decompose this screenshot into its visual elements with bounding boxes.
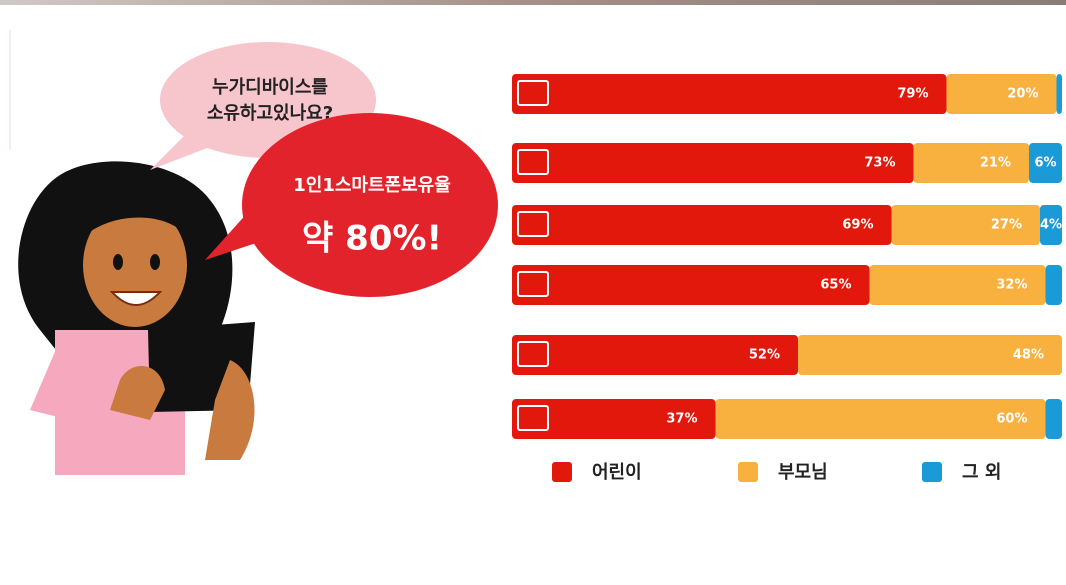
bar-segment [947,74,1057,114]
annotation: 약 80%! [302,219,442,259]
bar-segment [512,265,870,305]
page: {"chart_data": { "type": "stacked-bar", … [0,0,1066,585]
bar-segment [914,143,1030,183]
value-label: 32% [996,278,1027,293]
value-label: 27% [991,218,1022,233]
annotation: 소유하고있나요? [207,103,333,124]
legend-label: 그 외 [962,462,1001,483]
value-label: 21% [980,156,1011,171]
value-label: 79% [897,87,928,102]
value-label: 48% [1013,348,1044,363]
bar-segment [1046,399,1063,439]
bar-segment [512,143,914,183]
chart: 누가디바이스를 소유하고있나요? 1인1스마트폰보유율 약 80%! 79% 20… [0,0,1066,585]
illustration [18,161,255,475]
value-label: 65% [820,278,851,293]
legend-label: 부모님 [778,462,828,483]
legend-swatch [922,462,942,482]
bar-segment [512,205,892,245]
annotation: 누가디바이스를 [212,77,328,98]
bar-segment [1046,265,1063,305]
value-label: 37% [666,412,697,427]
value-label: 60% [996,412,1027,427]
legend-label: 어린이 [592,462,642,483]
annotation: 1인1스마트폰보유율 [293,175,451,196]
value-label: 73% [864,156,895,171]
legend-swatch [738,462,758,482]
value-label: 69% [842,218,873,233]
value-label: 6% [1034,156,1056,171]
legend-swatch [552,462,572,482]
photo-edge [0,0,1066,5]
bar-segment [1057,74,1063,114]
plot: 79% 20% 73% 21% 6% 69% 27% 4% 65% 32% 52% 48% 37% 60%… [512,74,1062,483]
value-label: 4% [1040,218,1062,233]
value-label: 20% [1007,87,1038,102]
value-label: 52% [749,348,780,363]
bar-segment [512,74,947,114]
